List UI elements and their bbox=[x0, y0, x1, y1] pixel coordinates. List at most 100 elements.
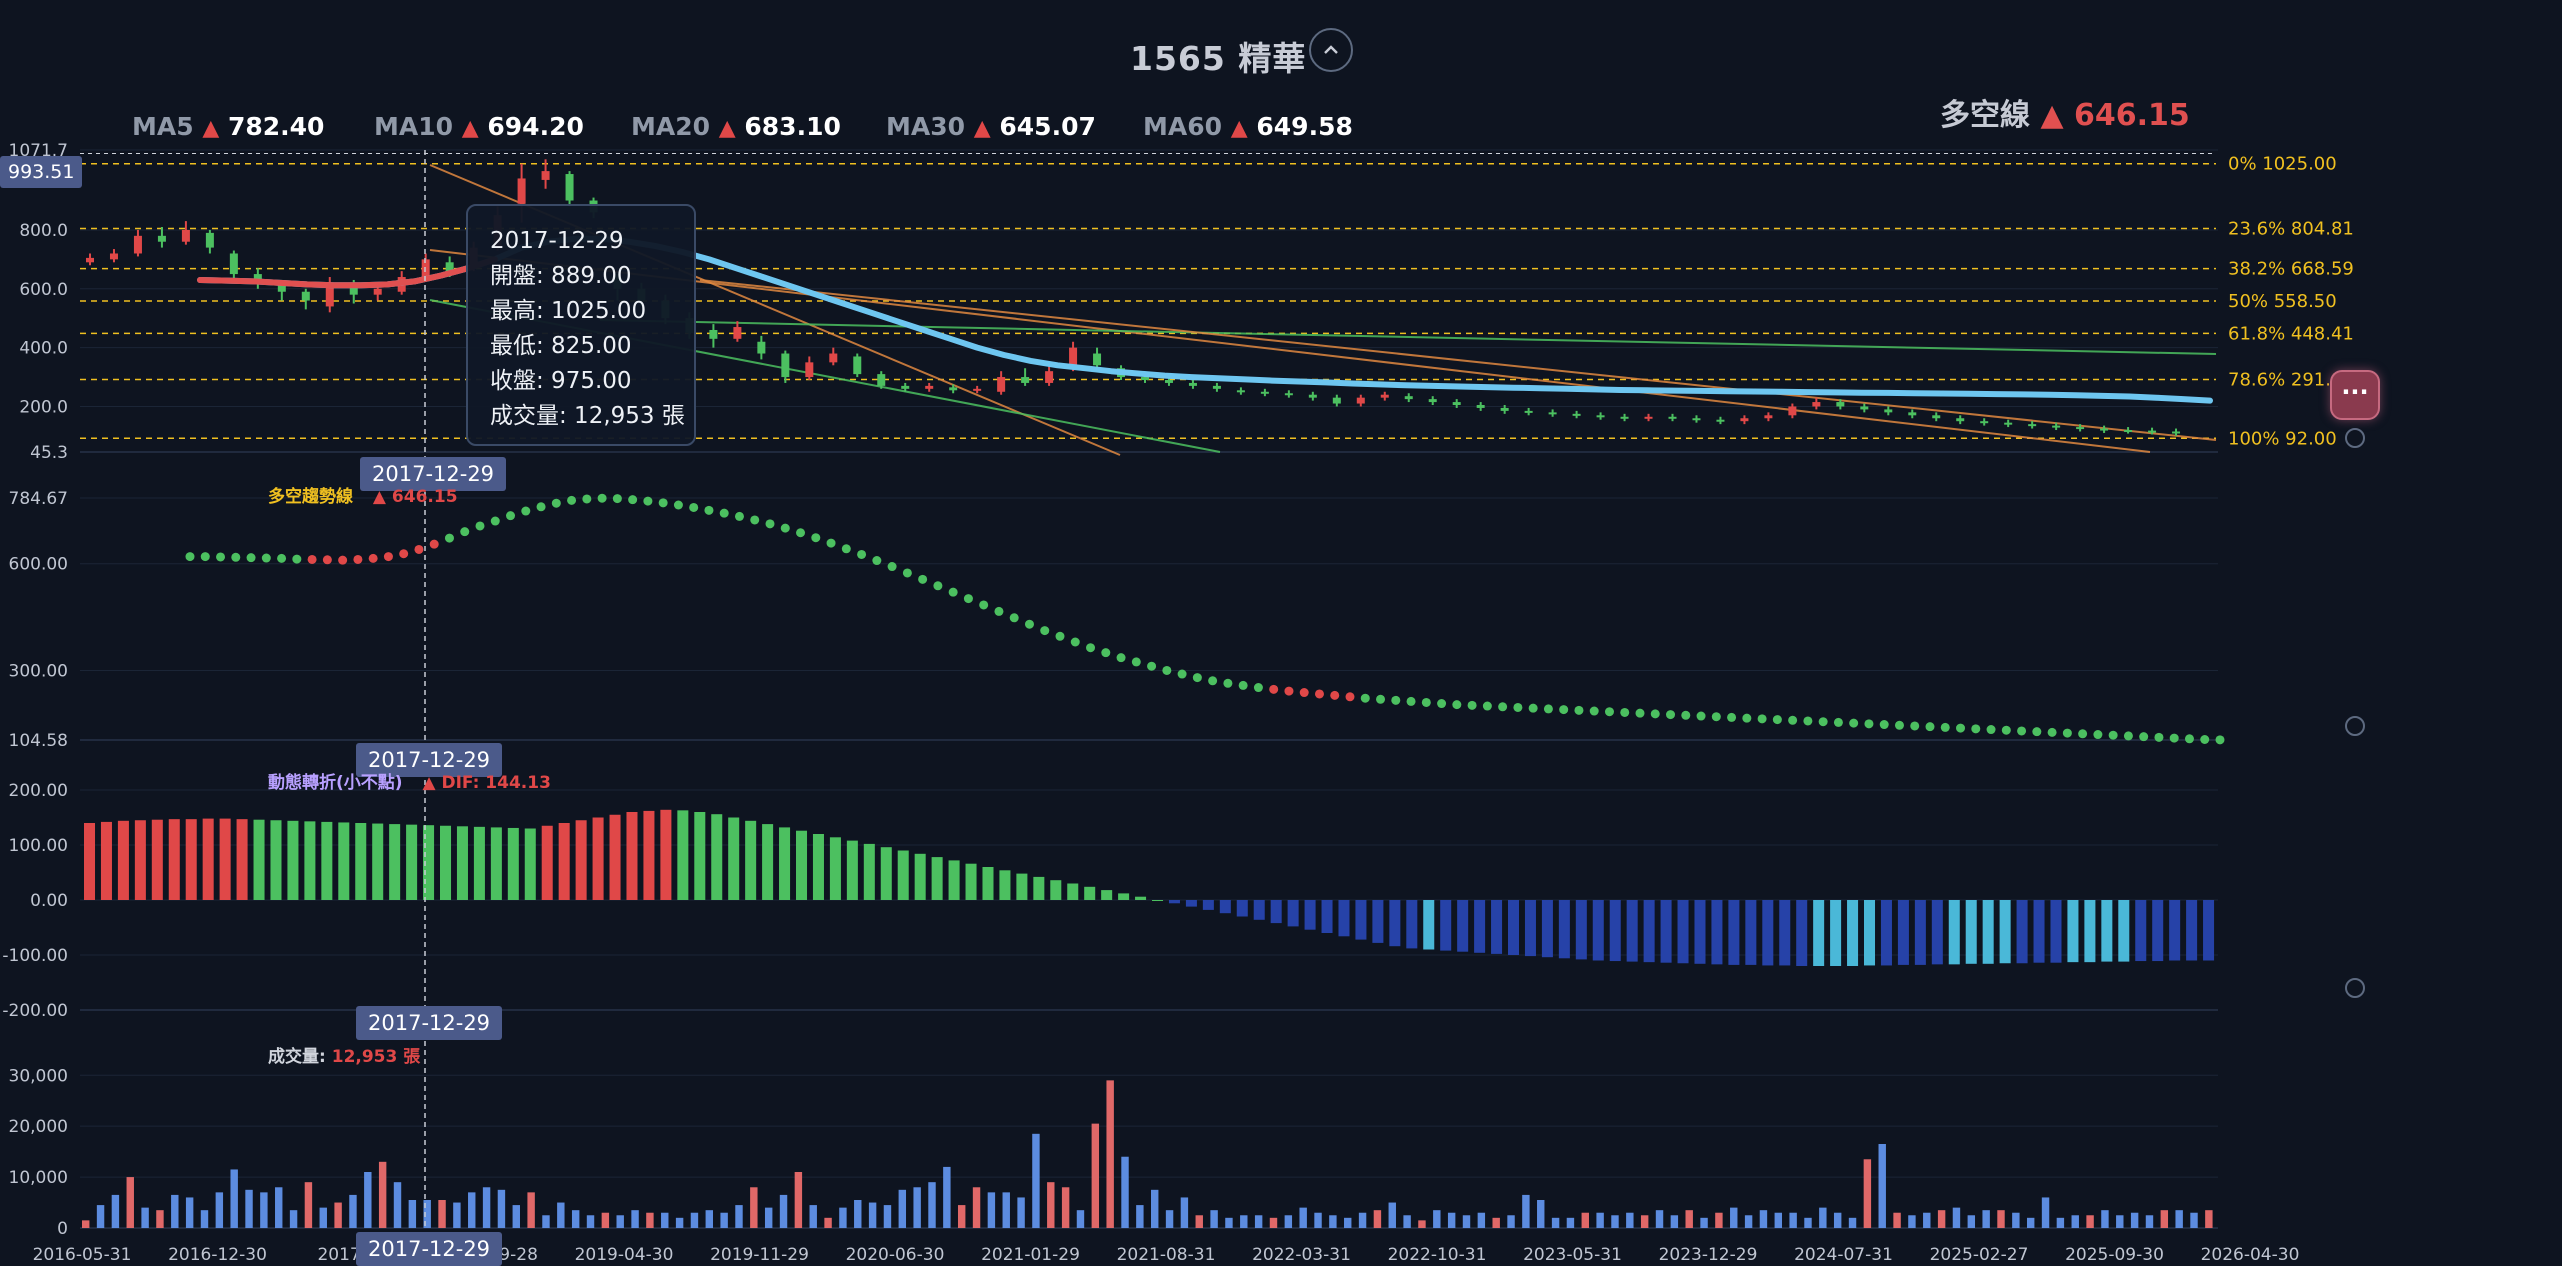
momentum-bar bbox=[1050, 880, 1062, 900]
momentum-bar bbox=[711, 814, 723, 900]
momentum-bar bbox=[1033, 876, 1045, 900]
trend-dot bbox=[322, 555, 332, 565]
price-axis-tick: 400.0 bbox=[19, 339, 68, 359]
trend-dot bbox=[719, 508, 729, 518]
ma10-name: MA10 bbox=[374, 112, 454, 141]
trend-dot bbox=[1559, 705, 1569, 715]
momentum-bar bbox=[1830, 900, 1842, 966]
volume-bar bbox=[1744, 1215, 1753, 1228]
momentum-bar bbox=[2084, 900, 2096, 963]
volume-bar bbox=[1329, 1215, 1337, 1228]
trend-dot bbox=[1024, 619, 1034, 629]
momentum-bar bbox=[1999, 900, 2011, 964]
trend-dot bbox=[506, 511, 516, 521]
panel-toggle-radio[interactable] bbox=[2345, 428, 2365, 448]
volume-bar bbox=[1254, 1215, 1263, 1228]
momentum-bar bbox=[1914, 900, 1926, 965]
candle-body bbox=[445, 262, 454, 272]
panel-toggle-radio[interactable] bbox=[2345, 716, 2365, 736]
candle-body bbox=[781, 353, 790, 378]
candle-body bbox=[325, 282, 334, 307]
trend-dot bbox=[765, 519, 775, 529]
volume-bar bbox=[616, 1215, 624, 1228]
momentum-bar bbox=[2016, 900, 2028, 964]
trend-dot bbox=[1864, 719, 1874, 729]
volume-bar bbox=[1017, 1197, 1025, 1228]
volume-bar bbox=[141, 1207, 149, 1228]
tooltip-close: 收盤: 975.00 bbox=[490, 368, 632, 394]
momentum-bar bbox=[1847, 900, 1859, 966]
volume-bar bbox=[1819, 1207, 1827, 1228]
volume-bar bbox=[349, 1194, 357, 1228]
trend-dot bbox=[1421, 697, 1431, 707]
trend-dot bbox=[551, 498, 561, 508]
momentum-bar bbox=[1270, 900, 1282, 924]
trend-dot bbox=[338, 555, 348, 565]
trend-dot bbox=[1818, 717, 1828, 727]
trend-dot bbox=[2154, 732, 2164, 742]
volume-bar bbox=[96, 1205, 105, 1228]
candle-body bbox=[1764, 415, 1773, 419]
candle-body bbox=[2148, 430, 2157, 433]
trend-dot bbox=[689, 502, 699, 512]
momentum-bar bbox=[1185, 900, 1197, 907]
date-axis-tick: 2022-03-31 bbox=[1252, 1245, 1351, 1264]
momentum-bar bbox=[440, 825, 452, 900]
up-arrow-icon: ▲ bbox=[372, 487, 386, 507]
volume-bar bbox=[1433, 1210, 1441, 1228]
date-axis-tick: 2025-09-30 bbox=[2065, 1245, 2164, 1264]
more-options-button[interactable]: ··· bbox=[2330, 370, 2380, 420]
trend-dot bbox=[1131, 657, 1141, 667]
momentum-bar bbox=[270, 820, 282, 900]
ma60-legend: MA60 ▲ 649.58 bbox=[1143, 112, 1353, 141]
volume-axis-tick: 20,000 bbox=[9, 1117, 68, 1137]
collapse-button[interactable] bbox=[1309, 28, 1353, 72]
volume-bar bbox=[928, 1182, 936, 1228]
trend-dot bbox=[2169, 733, 2179, 743]
momentum-bar bbox=[1440, 900, 1452, 951]
tooltip-date: 2017-12-29 bbox=[490, 228, 624, 254]
volume-bar bbox=[690, 1212, 699, 1228]
momentum-bar bbox=[1728, 900, 1740, 965]
volume-bar bbox=[631, 1210, 639, 1228]
trend-dot bbox=[246, 553, 256, 563]
ma20-legend: MA20 ▲ 683.10 bbox=[631, 112, 841, 141]
date-axis-tick: 2024-07-31 bbox=[1794, 1245, 1893, 1264]
trend-dot bbox=[521, 506, 531, 516]
volume-bar bbox=[2071, 1215, 2079, 1228]
volume-bar bbox=[1032, 1133, 1040, 1228]
candle-body bbox=[181, 229, 190, 242]
trend-dot bbox=[1253, 683, 1263, 693]
trend-dot bbox=[1147, 661, 1157, 671]
trend-dot bbox=[1803, 716, 1813, 726]
ma5-legend: MA5 ▲ 782.40 bbox=[132, 112, 324, 141]
trend-dot bbox=[1879, 720, 1889, 730]
momentum-bar bbox=[829, 837, 841, 900]
trend-dot bbox=[2093, 730, 2103, 740]
trend-dot bbox=[887, 562, 897, 572]
volume-bar bbox=[1061, 1187, 1070, 1228]
momentum-bar bbox=[558, 823, 570, 900]
candle-body bbox=[541, 171, 550, 180]
candle-body bbox=[1164, 380, 1173, 383]
fib-level-label: 78.6% 291.88 bbox=[2228, 369, 2354, 390]
trend-dot bbox=[1956, 723, 1966, 733]
volume-bar bbox=[1210, 1210, 1218, 1228]
ma20-value: 683.10 bbox=[744, 112, 841, 141]
volume-bar bbox=[1314, 1212, 1322, 1228]
candle-body bbox=[973, 388, 982, 391]
trend-dot bbox=[628, 495, 638, 505]
trend-dot bbox=[2184, 734, 2194, 744]
momentum-bar bbox=[779, 827, 791, 900]
candle-body bbox=[1908, 412, 1917, 416]
trend-dot bbox=[1528, 703, 1538, 713]
volume-bar bbox=[1537, 1200, 1545, 1228]
volume-bar bbox=[1611, 1215, 1619, 1228]
panel-toggle-radio[interactable] bbox=[2345, 978, 2365, 998]
trend-dot bbox=[2062, 728, 2072, 738]
volume-bar bbox=[1002, 1192, 1010, 1228]
chevron-up-icon bbox=[1324, 45, 1338, 54]
volume-bar bbox=[393, 1182, 402, 1228]
volume-bar bbox=[646, 1212, 654, 1228]
